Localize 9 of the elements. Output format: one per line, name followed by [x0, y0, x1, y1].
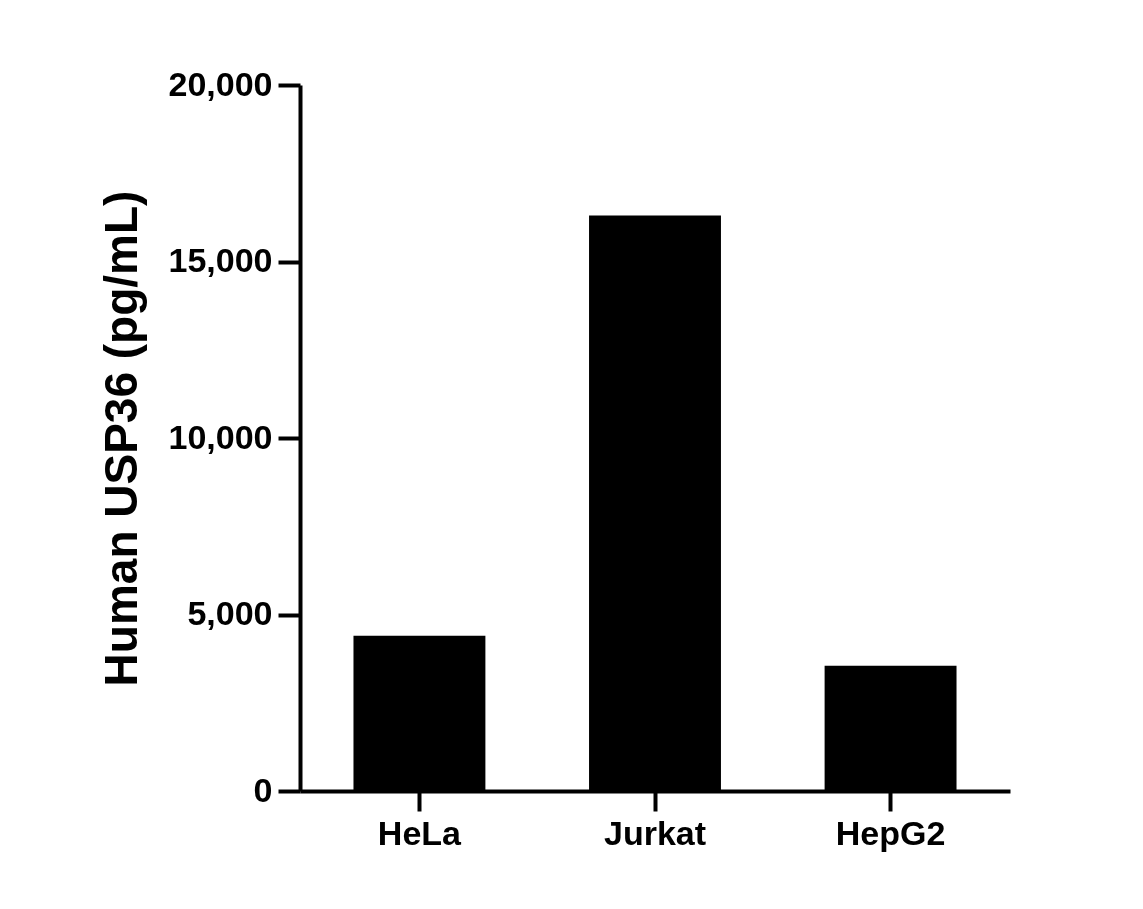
y-tick-label: 10,000	[168, 417, 273, 456]
y-tick-label: 5,000	[187, 594, 273, 632]
x-tick-label: HeLa	[377, 813, 463, 852]
x-tick-label: HepG2	[835, 813, 946, 852]
y-tick-label: 0	[253, 770, 273, 809]
y-tick-label: 15,000	[168, 241, 273, 279]
y-axis-title: Human USP36 (pg/mL)	[94, 190, 147, 687]
y-tick-label: 20,000	[168, 64, 273, 103]
x-tick-label: Jurkat	[603, 813, 707, 852]
